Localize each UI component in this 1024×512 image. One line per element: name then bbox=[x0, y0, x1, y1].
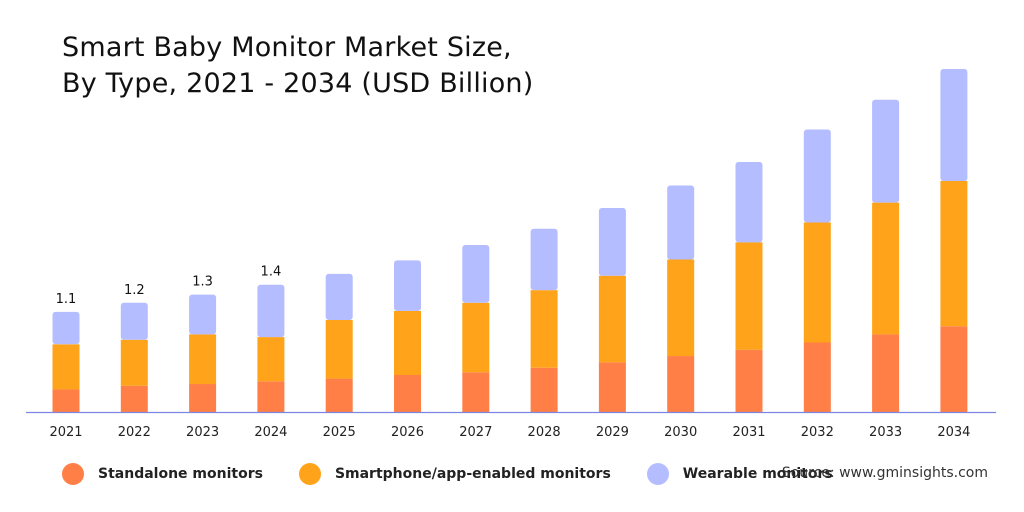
bar-2022-series-2 bbox=[120, 339, 148, 386]
legend: Standalone monitors Smartphone/app-enabl… bbox=[62, 458, 869, 490]
bar-2025-series-1 bbox=[325, 378, 353, 412]
x-tick-label-2029: 2029 bbox=[596, 425, 629, 440]
bar-2029-series-1 bbox=[598, 362, 626, 412]
chart-title-line-1: Smart Baby Monitor Market Size, bbox=[62, 32, 512, 63]
bar-2027-series-3 bbox=[462, 245, 490, 303]
bar-2031-series-1 bbox=[735, 349, 763, 412]
x-tick-label-2030: 2030 bbox=[664, 425, 697, 440]
bar-2034-series-1 bbox=[940, 326, 968, 412]
legend-label-smartphone: Smartphone/app-enabled monitors bbox=[334, 466, 611, 482]
legend-label-standalone: Standalone monitors bbox=[98, 466, 263, 482]
bar-2033-series-2 bbox=[872, 202, 900, 335]
legend-item-smartphone: Smartphone/app-enabled monitors bbox=[298, 463, 611, 485]
bar-2021-series-1 bbox=[52, 389, 80, 412]
legend-item-wearable: Wearable monitors bbox=[646, 463, 833, 485]
data-label-2023: 1.3 bbox=[192, 275, 213, 290]
chart-title: Smart Baby Monitor Market Size, By Type,… bbox=[62, 30, 533, 102]
bar-2034-series-2 bbox=[940, 180, 968, 327]
bar-2028-series-2 bbox=[530, 290, 558, 368]
bar-2021-series-2 bbox=[52, 344, 80, 390]
bar-2030-series-2 bbox=[667, 259, 695, 357]
x-tick-label-2025: 2025 bbox=[323, 425, 356, 440]
bar-2026-series-3 bbox=[394, 260, 421, 311]
x-tick-label-2026: 2026 bbox=[391, 425, 424, 440]
data-label-2022: 1.2 bbox=[124, 283, 145, 298]
bar-2021-series-3 bbox=[52, 311, 80, 345]
bar-2033-series-3 bbox=[872, 99, 900, 203]
x-tick-label-2032: 2032 bbox=[801, 425, 834, 440]
data-label-2021: 1.1 bbox=[56, 292, 77, 307]
data-label-2024: 1.4 bbox=[261, 265, 282, 280]
chart-title-line-2: By Type, 2021 - 2034 (USD Billion) bbox=[62, 68, 534, 99]
bar-2023-series-1 bbox=[189, 384, 217, 412]
x-tick-label-2021: 2021 bbox=[49, 425, 82, 440]
bar-2024-series-3 bbox=[257, 284, 285, 338]
legend-item-standalone: Standalone monitors bbox=[62, 463, 263, 485]
x-tick-label-2023: 2023 bbox=[186, 425, 219, 440]
bar-2024-series-2 bbox=[257, 337, 285, 382]
bar-2024-series-1 bbox=[257, 381, 285, 412]
bar-2027-series-1 bbox=[462, 372, 490, 412]
x-tick-label-2034: 2034 bbox=[937, 425, 970, 440]
bar-2027-series-2 bbox=[462, 302, 490, 373]
bar-2032-series-1 bbox=[803, 342, 831, 412]
bar-2029-series-3 bbox=[598, 208, 626, 276]
bar-2032-series-2 bbox=[803, 222, 831, 343]
bar-2030-series-1 bbox=[667, 356, 695, 412]
bar-2029-series-2 bbox=[598, 275, 626, 363]
x-tick-label-2022: 2022 bbox=[118, 425, 151, 440]
x-tick-label-2027: 2027 bbox=[459, 425, 492, 440]
bar-2033-series-1 bbox=[872, 334, 900, 412]
legend-swatch-smartphone bbox=[298, 463, 321, 485]
bar-2022-series-3 bbox=[120, 302, 148, 340]
bar-2034-series-3 bbox=[940, 69, 968, 181]
bar-2025-series-2 bbox=[325, 319, 353, 379]
x-tick-label-2028: 2028 bbox=[528, 425, 561, 440]
x-tick-label-2031: 2031 bbox=[732, 425, 765, 440]
legend-label-wearable: Wearable monitors bbox=[682, 466, 833, 482]
bar-2028-series-3 bbox=[530, 228, 558, 291]
bar-2025-series-3 bbox=[325, 273, 353, 320]
bar-2022-series-1 bbox=[120, 385, 148, 412]
bar-2023-series-3 bbox=[189, 294, 217, 335]
bar-2026-series-2 bbox=[394, 310, 421, 375]
bar-2026-series-1 bbox=[394, 374, 421, 412]
bar-2028-series-1 bbox=[530, 367, 558, 412]
legend-swatch-wearable bbox=[646, 463, 669, 485]
x-tick-label-2024: 2024 bbox=[254, 425, 287, 440]
bar-2032-series-3 bbox=[803, 129, 831, 223]
bar-2031-series-3 bbox=[735, 161, 763, 243]
bar-2031-series-2 bbox=[735, 242, 763, 350]
legend-swatch-standalone bbox=[62, 463, 84, 485]
bar-2023-series-2 bbox=[189, 334, 217, 385]
source-note: Source: www.gminsights.com bbox=[781, 465, 988, 481]
x-tick-label-2033: 2033 bbox=[869, 425, 902, 440]
bar-2030-series-3 bbox=[667, 185, 695, 260]
